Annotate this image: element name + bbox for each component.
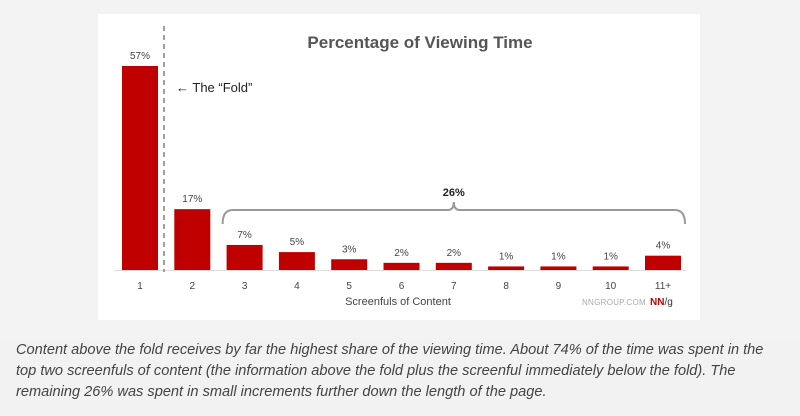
value-label-2: 17% bbox=[182, 194, 202, 205]
x-tick-label-8: 8 bbox=[503, 281, 509, 292]
bar-7 bbox=[435, 262, 472, 270]
bars-group bbox=[122, 66, 681, 270]
x-tick-label-1: 1 bbox=[137, 281, 143, 292]
bar-4 bbox=[278, 252, 315, 270]
x-tick-label-10: 10 bbox=[605, 281, 617, 292]
value-label-5: 3% bbox=[342, 244, 357, 255]
bar-chart: Percentage of Viewing Time 57% 17% 7% 5% 3% 2… bbox=[114, 26, 686, 308]
bar-8 bbox=[488, 266, 525, 270]
source-text: NNGROUP.COM bbox=[582, 298, 646, 307]
chart-panel: Percentage of Viewing Time 57% 17% 7% 5% 3% 2… bbox=[98, 14, 700, 320]
chart-title: Percentage of Viewing Time bbox=[307, 33, 532, 52]
x-tick-label-9: 9 bbox=[556, 281, 562, 292]
value-label-7: 2% bbox=[447, 248, 462, 259]
bar-11+ bbox=[645, 255, 681, 270]
caption-text: Content above the fold receives by far t… bbox=[16, 342, 764, 400]
x-tick-label-5: 5 bbox=[346, 281, 352, 292]
chart-card: Percentage of Viewing Time 57% 17% 7% 5% 3% 2… bbox=[98, 14, 700, 320]
x-tick-label-7: 7 bbox=[451, 281, 457, 292]
bar-3 bbox=[226, 244, 263, 270]
fold-label: ← The “Fold” bbox=[176, 80, 252, 95]
bracket bbox=[221, 201, 686, 225]
bar-1 bbox=[122, 66, 158, 270]
value-label-10: 1% bbox=[603, 251, 618, 262]
x-tick-label-4: 4 bbox=[294, 281, 300, 292]
value-label-6: 2% bbox=[394, 248, 409, 259]
value-label-8: 1% bbox=[499, 251, 514, 262]
nng-logo: NN/g bbox=[650, 297, 673, 308]
bar-2 bbox=[174, 209, 211, 270]
value-label-3: 7% bbox=[237, 230, 252, 241]
x-tick-label-3: 3 bbox=[242, 281, 248, 292]
x-tick-labels-group: 1 2 3 4 5 6 7 8 9 10 11+ bbox=[137, 281, 671, 292]
x-tick-label-6: 6 bbox=[399, 281, 405, 292]
bar-9 bbox=[540, 266, 577, 270]
x-tick-label-2: 2 bbox=[190, 281, 196, 292]
bar-10 bbox=[592, 266, 629, 270]
x-tick-label-11+: 11+ bbox=[655, 281, 671, 292]
bar-5 bbox=[331, 259, 368, 270]
x-axis-label: Screenfuls of Content bbox=[345, 296, 451, 308]
value-label-4: 5% bbox=[290, 237, 305, 248]
value-labels-group: 57% 17% 7% 5% 3% 2% 2% 1% 1% 1% 4% bbox=[130, 51, 670, 262]
bracket-label: 26% bbox=[443, 187, 465, 199]
value-label-9: 1% bbox=[551, 251, 566, 262]
value-label-1: 57% bbox=[130, 51, 150, 62]
value-label-11+: 4% bbox=[656, 241, 671, 252]
bar-6 bbox=[383, 262, 420, 270]
